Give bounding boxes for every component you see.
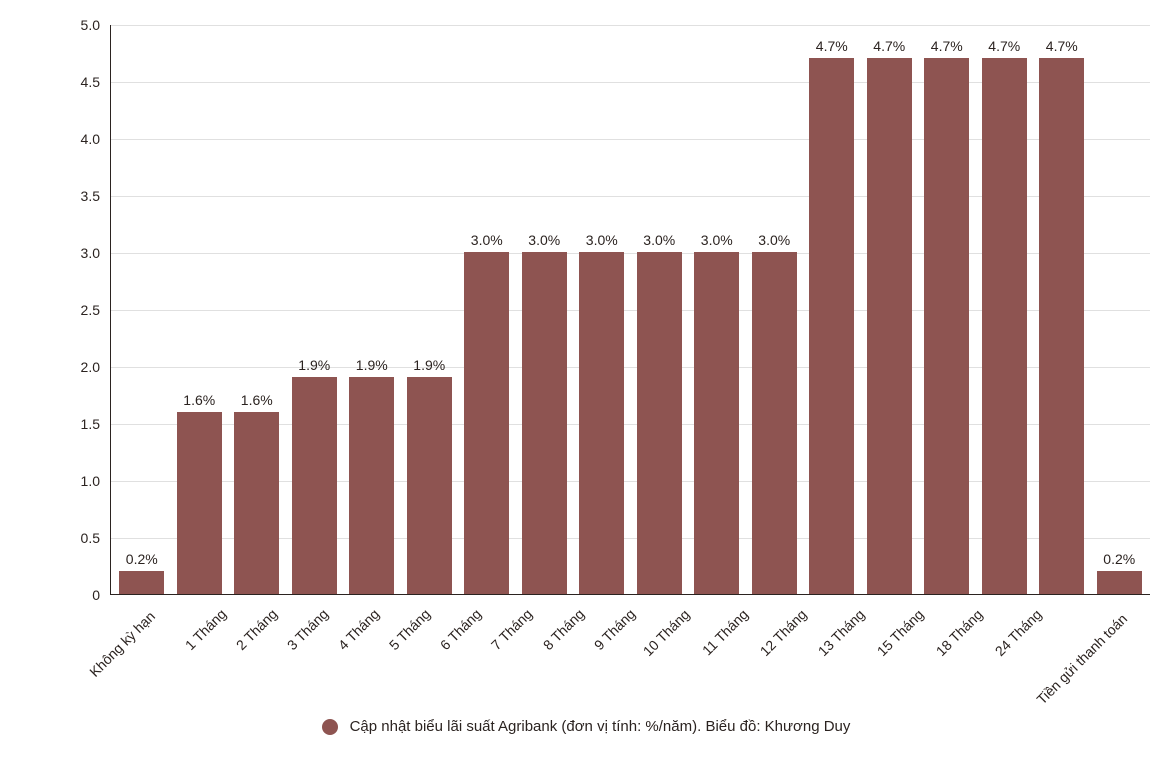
- x-tick-label: 13 Tháng: [815, 606, 868, 659]
- bar: [579, 252, 624, 594]
- legend-swatch: [322, 719, 338, 735]
- x-tick-label: 15 Tháng: [874, 606, 927, 659]
- x-tick-label: 24 Tháng: [992, 606, 1045, 659]
- bar-value-label: 3.0%: [471, 232, 503, 248]
- x-tick-label: 7 Tháng: [488, 606, 535, 653]
- x-tick-label: 3 Tháng: [284, 606, 331, 653]
- bar-value-label: 3.0%: [528, 232, 560, 248]
- bar: [349, 377, 394, 594]
- x-tick-label: Không kỳ hạn: [86, 608, 158, 680]
- bar: [119, 571, 164, 594]
- bar-value-label: 3.0%: [586, 232, 618, 248]
- x-tick-label: 18 Tháng: [933, 606, 986, 659]
- x-tick-label: 11 Tháng: [699, 606, 751, 658]
- y-tick-label: 3.5: [60, 188, 100, 204]
- bars-container: 0.2% 1.6% 1.6% 1.9% 1.9% 1.9% 3.0% 3.0% 3.0% 3.0%…: [111, 25, 1150, 594]
- bar-value-label: 3.0%: [643, 232, 675, 248]
- x-tick-label: 2 Tháng: [233, 606, 280, 653]
- bar: [752, 252, 797, 594]
- bar-value-label: 3.0%: [701, 232, 733, 248]
- bar-slot: 1.9%: [401, 25, 459, 594]
- bar: [924, 58, 969, 594]
- bar-slot: 1.6%: [228, 25, 286, 594]
- bar-chart: 0.2% 1.6% 1.6% 1.9% 1.9% 1.9% 3.0% 3.0% 3.0% 3.0%…: [30, 20, 1150, 620]
- x-axis-labels: Không kỳ hạn1 Tháng2 Tháng3 Tháng4 Tháng…: [110, 602, 1150, 618]
- legend-text: Cập nhật biểu lãi suất Agribank (đơn vị …: [350, 718, 851, 735]
- x-tick-label: 6 Tháng: [437, 606, 484, 653]
- bar-slot: 1.6%: [171, 25, 229, 594]
- y-tick-label: 1.0: [60, 473, 100, 489]
- bar-value-label: 1.9%: [413, 357, 445, 373]
- bar-slot: 4.7%: [861, 25, 919, 594]
- y-tick-label: 3.0: [60, 245, 100, 261]
- bar-slot: 3.0%: [688, 25, 746, 594]
- bar-slot: 4.7%: [803, 25, 861, 594]
- bar: [694, 252, 739, 594]
- bar-slot: 4.7%: [918, 25, 976, 594]
- plot-area: 0.2% 1.6% 1.6% 1.9% 1.9% 1.9% 3.0% 3.0% 3.0% 3.0%…: [110, 25, 1150, 595]
- bar-slot: 3.0%: [458, 25, 516, 594]
- x-tick-label: 10 Tháng: [639, 606, 692, 659]
- chart-legend: Cập nhật biểu lãi suất Agribank (đơn vị …: [0, 718, 1172, 735]
- bar-slot: 4.7%: [1033, 25, 1091, 594]
- y-tick-label: 2.5: [60, 302, 100, 318]
- bar-value-label: 4.7%: [873, 38, 905, 54]
- bar-value-label: 0.2%: [1103, 551, 1135, 567]
- bar-value-label: 1.9%: [298, 357, 330, 373]
- x-tick-label: 4 Tháng: [335, 606, 382, 653]
- bar-slot: 3.0%: [516, 25, 574, 594]
- x-tick-label: 12 Tháng: [756, 606, 809, 659]
- x-tick-label: 9 Tháng: [590, 606, 637, 653]
- bar-value-label: 4.7%: [988, 38, 1020, 54]
- bar: [464, 252, 509, 594]
- bar-value-label: 1.9%: [356, 357, 388, 373]
- bar-slot: 3.0%: [746, 25, 804, 594]
- bar: [982, 58, 1027, 594]
- bar-slot: 4.7%: [976, 25, 1034, 594]
- bar: [637, 252, 682, 594]
- y-tick-label: 5.0: [60, 17, 100, 33]
- y-tick-label: 4.0: [60, 131, 100, 147]
- x-tick-label: 5 Tháng: [386, 606, 433, 653]
- bar-slot: 0.2%: [1091, 25, 1149, 594]
- y-tick-label: 2.0: [60, 359, 100, 375]
- y-tick-label: 4.5: [60, 74, 100, 90]
- bar-value-label: 0.2%: [126, 551, 158, 567]
- bar: [407, 377, 452, 594]
- bar-slot: 1.9%: [286, 25, 344, 594]
- x-tick-label: 8 Tháng: [539, 606, 586, 653]
- bar-value-label: 1.6%: [241, 392, 273, 408]
- bar: [292, 377, 337, 594]
- bar-slot: 1.9%: [343, 25, 401, 594]
- bar-slot: 0.2%: [113, 25, 171, 594]
- bar-value-label: 4.7%: [816, 38, 848, 54]
- bar-slot: 3.0%: [573, 25, 631, 594]
- bar: [1039, 58, 1084, 594]
- bar: [867, 58, 912, 594]
- y-tick-label: 0.5: [60, 530, 100, 546]
- bar: [177, 412, 222, 594]
- x-tick-label: 1 Tháng: [181, 606, 228, 653]
- y-tick-label: 0: [60, 587, 100, 603]
- x-tick-label: Tiền gửi thanh toán: [1033, 611, 1130, 708]
- bar: [1097, 571, 1142, 594]
- bar: [234, 412, 279, 594]
- bar: [809, 58, 854, 594]
- y-tick-label: 1.5: [60, 416, 100, 432]
- bar: [522, 252, 567, 594]
- bar-value-label: 1.6%: [183, 392, 215, 408]
- bar-slot: 3.0%: [631, 25, 689, 594]
- bar-value-label: 4.7%: [1046, 38, 1078, 54]
- bar-value-label: 3.0%: [758, 232, 790, 248]
- bar-value-label: 4.7%: [931, 38, 963, 54]
